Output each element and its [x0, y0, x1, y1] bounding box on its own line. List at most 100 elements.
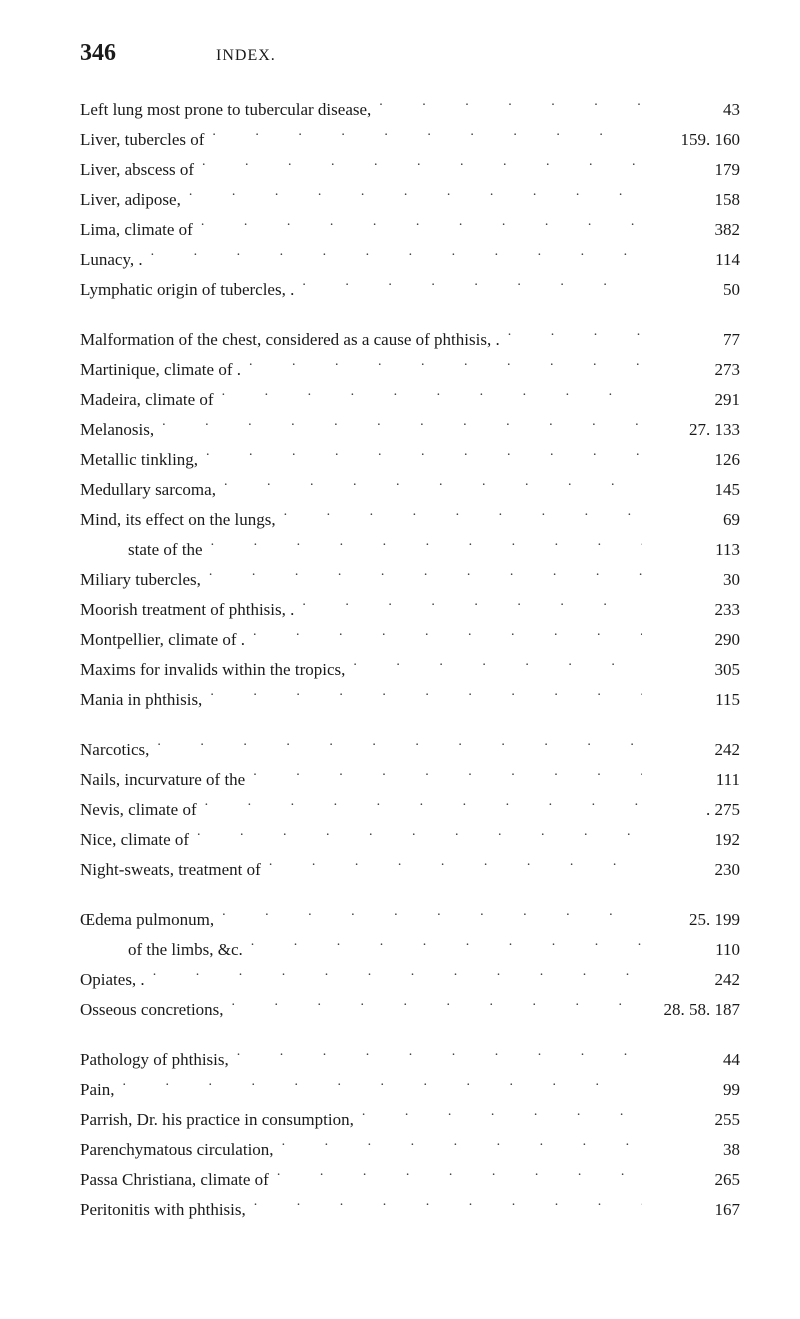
index-entry: Liver, tubercles of159. 160: [80, 125, 740, 155]
entry-leader-dots: [201, 217, 642, 235]
index-entries-container: Left lung most prone to tubercular disea…: [80, 95, 740, 1225]
entry-label: Metallic tinkling,: [80, 445, 198, 475]
entry-page-number: 99: [650, 1075, 740, 1105]
entry-page-number: 255: [650, 1105, 740, 1135]
entry-label: Medullary sarcoma,: [80, 475, 216, 505]
entry-page-number: 38: [650, 1135, 740, 1165]
entry-leader-dots: [302, 597, 642, 615]
entry-label: Nevis, climate of: [80, 795, 197, 825]
entry-label: Left lung most prone to tubercular disea…: [80, 95, 371, 125]
entry-leader-dots: [210, 687, 642, 705]
entry-leader-dots: [209, 567, 642, 585]
entry-leader-dots: [151, 247, 642, 265]
index-entry: Mania in phthisis,115: [80, 685, 740, 715]
index-entry: Montpellier, climate of .290: [80, 625, 740, 655]
entry-leader-dots: [362, 1107, 642, 1125]
entry-leader-dots: [222, 387, 642, 405]
entry-label: of the limbs, &c.: [80, 935, 243, 965]
entry-leader-dots: [379, 97, 642, 115]
entry-leader-dots: [282, 1137, 642, 1155]
index-entry: Lima, climate of382: [80, 215, 740, 245]
entry-label: Moorish treatment of phthisis, .: [80, 595, 294, 625]
entry-label: Nails, incurvature of the: [80, 765, 245, 795]
index-entry: Maxims for invalids within the tropics,3…: [80, 655, 740, 685]
index-entry: Melanosis, 27. 133: [80, 415, 740, 445]
index-entry: Mind, its effect on the lungs,69: [80, 505, 740, 535]
entry-label: Lymphatic origin of tubercles, .: [80, 275, 294, 305]
entry-page-number: 25. 199: [650, 905, 740, 935]
entry-label: Pain,: [80, 1075, 114, 1105]
entry-leader-dots: [249, 357, 642, 375]
entry-page-number: 30: [650, 565, 740, 595]
entry-leader-dots: [212, 127, 642, 145]
entry-label: Montpellier, climate of .: [80, 625, 245, 655]
entry-label: Narcotics,: [80, 735, 149, 765]
entry-label: Lima, climate of: [80, 215, 193, 245]
entry-label: Passa Christiana, climate of: [80, 1165, 269, 1195]
entry-label: Osseous concretions,: [80, 995, 224, 1025]
entry-page-number: 115: [650, 685, 740, 715]
index-entry: Nice, climate of192: [80, 825, 740, 855]
index-entry: Passa Christiana, climate of 265: [80, 1165, 740, 1195]
entry-label: Malformation of the chest, considered as…: [80, 325, 500, 355]
index-entry: Œdema pulmonum,25. 199: [80, 905, 740, 935]
entry-leader-dots: [224, 477, 642, 495]
entry-page-number: 114: [650, 245, 740, 275]
page-number: 346: [80, 40, 116, 67]
entry-page-number: 50: [650, 275, 740, 305]
index-title: INDEX.: [216, 47, 276, 65]
entry-label: Pathology of phthisis,: [80, 1045, 229, 1075]
index-entry: Liver, abscess of179: [80, 155, 740, 185]
index-entry: Miliary tubercles,30: [80, 565, 740, 595]
entry-page-number: 265: [650, 1165, 740, 1195]
entry-leader-dots: [189, 187, 642, 205]
entry-leader-dots: [197, 827, 642, 845]
index-entry: Lunacy, .114: [80, 245, 740, 275]
entry-leader-dots: [211, 537, 642, 555]
entry-leader-dots: [157, 737, 642, 755]
index-entry: Pathology of phthisis, 44: [80, 1045, 740, 1075]
entry-leader-dots: [222, 907, 642, 925]
index-entry: Moorish treatment of phthisis, .233: [80, 595, 740, 625]
entry-page-number: 44: [650, 1045, 740, 1075]
entry-label: Opiates, .: [80, 965, 145, 995]
index-entry: of the limbs, &c. 110: [80, 935, 740, 965]
index-entry: state of the 113: [80, 535, 740, 565]
entry-label: Melanosis,: [80, 415, 154, 445]
entry-leader-dots: [153, 967, 642, 985]
entry-page-number: 27. 133: [650, 415, 740, 445]
entry-label: Martinique, climate of .: [80, 355, 241, 385]
entry-page-number: 145: [650, 475, 740, 505]
entry-page-number: 113: [650, 535, 740, 565]
entry-leader-dots: [353, 657, 642, 675]
index-entry: Liver, adipose,158: [80, 185, 740, 215]
entry-page-number: 230: [650, 855, 740, 885]
entry-leader-dots: [206, 447, 642, 465]
index-entry: Left lung most prone to tubercular disea…: [80, 95, 740, 125]
index-entry: Metallic tinkling,126: [80, 445, 740, 475]
entry-leader-dots: [253, 627, 642, 645]
index-entry: Narcotics, 242: [80, 735, 740, 765]
entry-page-number: 43: [650, 95, 740, 125]
entry-label: Parrish, Dr. his practice in consumption…: [80, 1105, 354, 1135]
entry-group: Œdema pulmonum,25. 199of the limbs, &c. 1…: [80, 905, 740, 1025]
index-entry: Medullary sarcoma, 145: [80, 475, 740, 505]
entry-page-number: 192: [650, 825, 740, 855]
entry-page-number: 110: [650, 935, 740, 965]
index-entry: Parenchymatous circulation,38: [80, 1135, 740, 1165]
entry-label: Liver, tubercles of: [80, 125, 204, 155]
index-entry: Opiates, .242: [80, 965, 740, 995]
entry-page-number: 242: [650, 735, 740, 765]
entry-label: state of the: [80, 535, 203, 565]
index-entry: Malformation of the chest, considered as…: [80, 325, 740, 355]
entry-group: Narcotics,242Nails, incurvature of the11…: [80, 735, 740, 885]
index-entry: Nevis, climate of. 275: [80, 795, 740, 825]
entry-label: Madeira, climate of: [80, 385, 214, 415]
entry-page-number: 28. 58. 187: [650, 995, 740, 1025]
entry-leader-dots: [253, 767, 642, 785]
index-entry: Madeira, climate of291: [80, 385, 740, 415]
entry-group: Pathology of phthisis, 44 Pain, 99 Parrish, …: [80, 1045, 740, 1225]
entry-label: Mind, its effect on the lungs,: [80, 505, 276, 535]
entry-leader-dots: [162, 417, 642, 435]
entry-group: Left lung most prone to tubercular disea…: [80, 95, 740, 305]
